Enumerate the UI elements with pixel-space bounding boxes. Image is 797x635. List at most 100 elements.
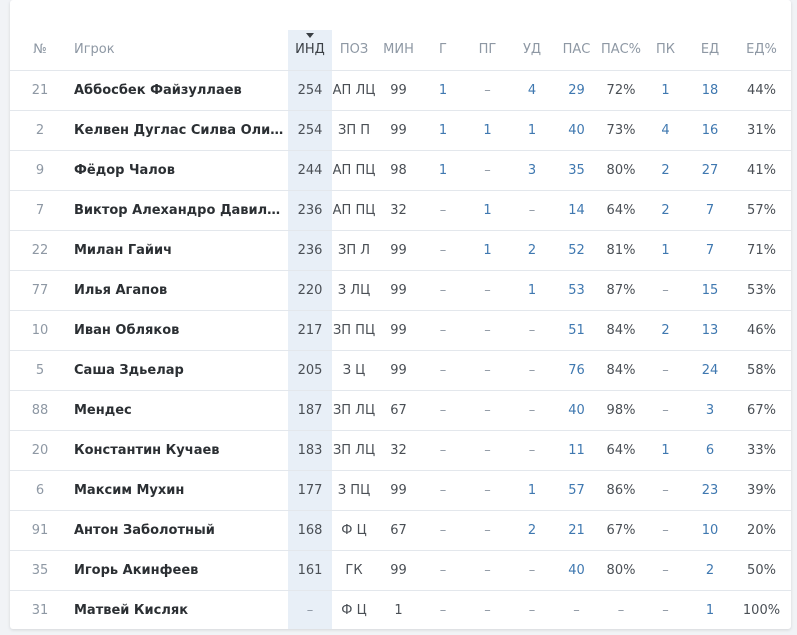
cell-shots[interactable]: 2 bbox=[527, 522, 537, 538]
cell-shots[interactable]: 1 bbox=[527, 122, 537, 138]
cell-player-name[interactable]: Виктор Алехандро Давила С... bbox=[74, 202, 288, 218]
cell-duels[interactable]: 13 bbox=[701, 322, 719, 338]
cell-key-passes[interactable]: 2 bbox=[661, 322, 670, 338]
col-header-number[interactable]: № bbox=[33, 42, 47, 58]
table-row[interactable]: 91 Антон Заболотный 168 Ф Ц 67 – – 2 21 67% – 10 20% bbox=[10, 510, 791, 550]
cell-passes: – bbox=[573, 602, 580, 618]
cell-shots[interactable]: 1 bbox=[527, 282, 537, 298]
cell-duels[interactable]: 23 bbox=[701, 482, 719, 498]
cell-shots[interactable]: 1 bbox=[527, 482, 537, 498]
cell-shots[interactable]: 2 bbox=[527, 242, 537, 258]
cell-player-name[interactable]: Милан Гайич bbox=[74, 242, 173, 258]
cell-goals[interactable]: 1 bbox=[438, 82, 448, 98]
cell-assists: – bbox=[484, 442, 491, 458]
cell-duels[interactable]: 7 bbox=[705, 202, 715, 218]
cell-passes[interactable]: 40 bbox=[568, 402, 585, 418]
cell-player-name[interactable]: Фёдор Чалов bbox=[74, 162, 175, 178]
cell-shots[interactable]: 4 bbox=[527, 82, 537, 98]
cell-assists[interactable]: 1 bbox=[483, 202, 492, 218]
col-header-duels-pct[interactable]: ЕД% bbox=[746, 42, 777, 58]
col-header-position[interactable]: ПОЗ bbox=[339, 42, 369, 58]
cell-number: 2 bbox=[35, 122, 45, 138]
cell-shots: – bbox=[528, 442, 536, 458]
cell-passes[interactable]: 29 bbox=[568, 82, 585, 98]
cell-passes[interactable]: 14 bbox=[568, 202, 585, 218]
cell-player-name[interactable]: Антон Заболотный bbox=[74, 522, 215, 538]
cell-duels[interactable]: 2 bbox=[705, 562, 715, 578]
cell-passes[interactable]: 53 bbox=[568, 282, 585, 298]
table-row[interactable]: 31 Матвей Кисляк – Ф Ц 1– – – – – –1 100% bbox=[10, 590, 791, 629]
cell-goals: – bbox=[439, 562, 447, 578]
table-row[interactable]: 9 Фёдор Чалов 244 АП ПЦ 98 1 – 3 35 80% 2 27 41% bbox=[10, 150, 791, 190]
table-row[interactable]: 7 Виктор Алехандро Давила С... 236 АП ПЦ 32 –… bbox=[10, 190, 791, 230]
cell-player-name[interactable]: Иван Обляков bbox=[74, 322, 180, 338]
cell-player-name[interactable]: Аббосбек Файзуллаев bbox=[74, 82, 242, 98]
col-header-goals[interactable]: Г bbox=[439, 42, 447, 58]
cell-duels[interactable]: 18 bbox=[701, 82, 719, 98]
cell-duels[interactable]: 10 bbox=[701, 522, 719, 538]
cell-player-name[interactable]: Мендес bbox=[74, 402, 132, 418]
cell-passes[interactable]: 21 bbox=[568, 522, 585, 538]
cell-goals[interactable]: 1 bbox=[438, 162, 448, 178]
col-header-player[interactable]: Игрок bbox=[74, 42, 115, 58]
cell-key-passes[interactable]: 4 bbox=[661, 122, 670, 138]
cell-passes[interactable]: 40 bbox=[568, 122, 585, 138]
cell-assists[interactable]: 1 bbox=[483, 242, 492, 258]
table-row[interactable]: 77 Илья Агапов 220 З ЛЦ 99 – – 1 53 87% – 15 53% bbox=[10, 270, 791, 310]
cell-goals[interactable]: 1 bbox=[438, 122, 448, 138]
cell-duels[interactable]: 15 bbox=[701, 282, 719, 298]
table-row[interactable]: 5 Саша Здьелар 205 З Ц 99 – – – 76 84% – 24 58% bbox=[10, 350, 791, 390]
cell-key-passes[interactable]: 1 bbox=[661, 442, 670, 458]
cell-player-name[interactable]: Игорь Акинфеев bbox=[74, 562, 199, 578]
cell-duels[interactable]: 16 bbox=[701, 122, 719, 138]
cell-passes[interactable]: 76 bbox=[568, 362, 585, 378]
table-row[interactable]: 10 Иван Обляков 217 ЗП ПЦ 99 – – – 51 84% 2 13 46% bbox=[10, 310, 791, 350]
col-header-index[interactable]: ИНД bbox=[288, 30, 332, 70]
col-header-assists[interactable]: ПГ bbox=[478, 42, 497, 58]
cell-assists[interactable]: 1 bbox=[483, 122, 492, 138]
table-row[interactable]: 22 Милан Гайич 236 ЗП Л 99 – 1 2 52 81% 1 7 71% bbox=[10, 230, 791, 270]
cell-player-name[interactable]: Константин Кучаев bbox=[74, 442, 220, 458]
cell-assists: – bbox=[484, 482, 491, 498]
col-header-key-passes[interactable]: ПК bbox=[655, 42, 675, 58]
cell-player-name[interactable]: Максим Мухин bbox=[74, 482, 185, 498]
table-row[interactable]: 88 Мендес 187 ЗП ЛЦ 67 – – – 40 98% – 3 67% bbox=[10, 390, 791, 430]
col-header-duels[interactable]: ЕД bbox=[700, 42, 720, 58]
cell-passes[interactable]: 11 bbox=[568, 442, 585, 458]
cell-player-name[interactable]: Саша Здьелар bbox=[74, 362, 184, 378]
table-row[interactable]: 6 Максим Мухин 177 З ПЦ 99 – – 1 57 86% – 23 39% bbox=[10, 470, 791, 510]
table-row[interactable]: 2 Келвен Дуглас Силва Оливе... 254 ЗП П 99 1 1… bbox=[10, 110, 791, 150]
cell-key-passes[interactable]: 1 bbox=[661, 242, 670, 258]
cell-passes[interactable]: 35 bbox=[568, 162, 585, 178]
cell-duels[interactable]: 3 bbox=[705, 402, 715, 418]
cell-duels[interactable]: 24 bbox=[701, 362, 719, 378]
cell-passes[interactable]: 40 bbox=[568, 562, 585, 578]
table-row[interactable]: 35 Игорь Акинфеев 161 ГК 99 – – – 40 80% – 2 50% bbox=[10, 550, 791, 590]
cell-duels[interactable]: 1 bbox=[705, 602, 715, 618]
cell-passes[interactable]: 51 bbox=[568, 322, 585, 338]
cell-key-passes[interactable]: 2 bbox=[661, 162, 670, 178]
cell-passes[interactable]: 57 bbox=[568, 482, 585, 498]
cell-key-passes[interactable]: 1 bbox=[661, 82, 670, 98]
col-header-shots[interactable]: УД bbox=[522, 42, 542, 58]
cell-position: З Ц bbox=[342, 362, 366, 378]
cell-player-name[interactable]: Матвей Кисляк bbox=[74, 602, 189, 618]
cell-duels[interactable]: 6 bbox=[705, 442, 715, 458]
cell-duels[interactable]: 27 bbox=[701, 162, 719, 178]
cell-minutes: 99 bbox=[390, 482, 407, 498]
cell-passes[interactable]: 52 bbox=[568, 242, 585, 258]
cell-assists: – bbox=[484, 602, 491, 618]
table-row[interactable]: 20 Константин Кучаев 183 ЗП ЛЦ 32 – – – 11 64% 1 6 3… bbox=[10, 430, 791, 470]
col-header-minutes[interactable]: МИН bbox=[383, 42, 414, 58]
cell-duels-pct: 57% bbox=[747, 202, 776, 218]
cell-index: 183 bbox=[288, 430, 332, 470]
cell-key-passes[interactable]: 2 bbox=[661, 202, 670, 218]
table-row[interactable]: 21 Аббосбек Файзуллаев 254 АП ЛЦ 99 1 – 4 29 72% 1… bbox=[10, 70, 791, 110]
col-header-pass-pct[interactable]: ПАС% bbox=[600, 42, 642, 58]
cell-duels[interactable]: 7 bbox=[705, 242, 715, 258]
cell-shots[interactable]: 3 bbox=[527, 162, 537, 178]
cell-position: АП ЛЦ bbox=[332, 82, 376, 98]
cell-player-name[interactable]: Илья Агапов bbox=[74, 282, 168, 298]
col-header-passes[interactable]: ПАС bbox=[562, 42, 591, 58]
cell-player-name[interactable]: Келвен Дуглас Силва Оливе... bbox=[74, 122, 288, 138]
